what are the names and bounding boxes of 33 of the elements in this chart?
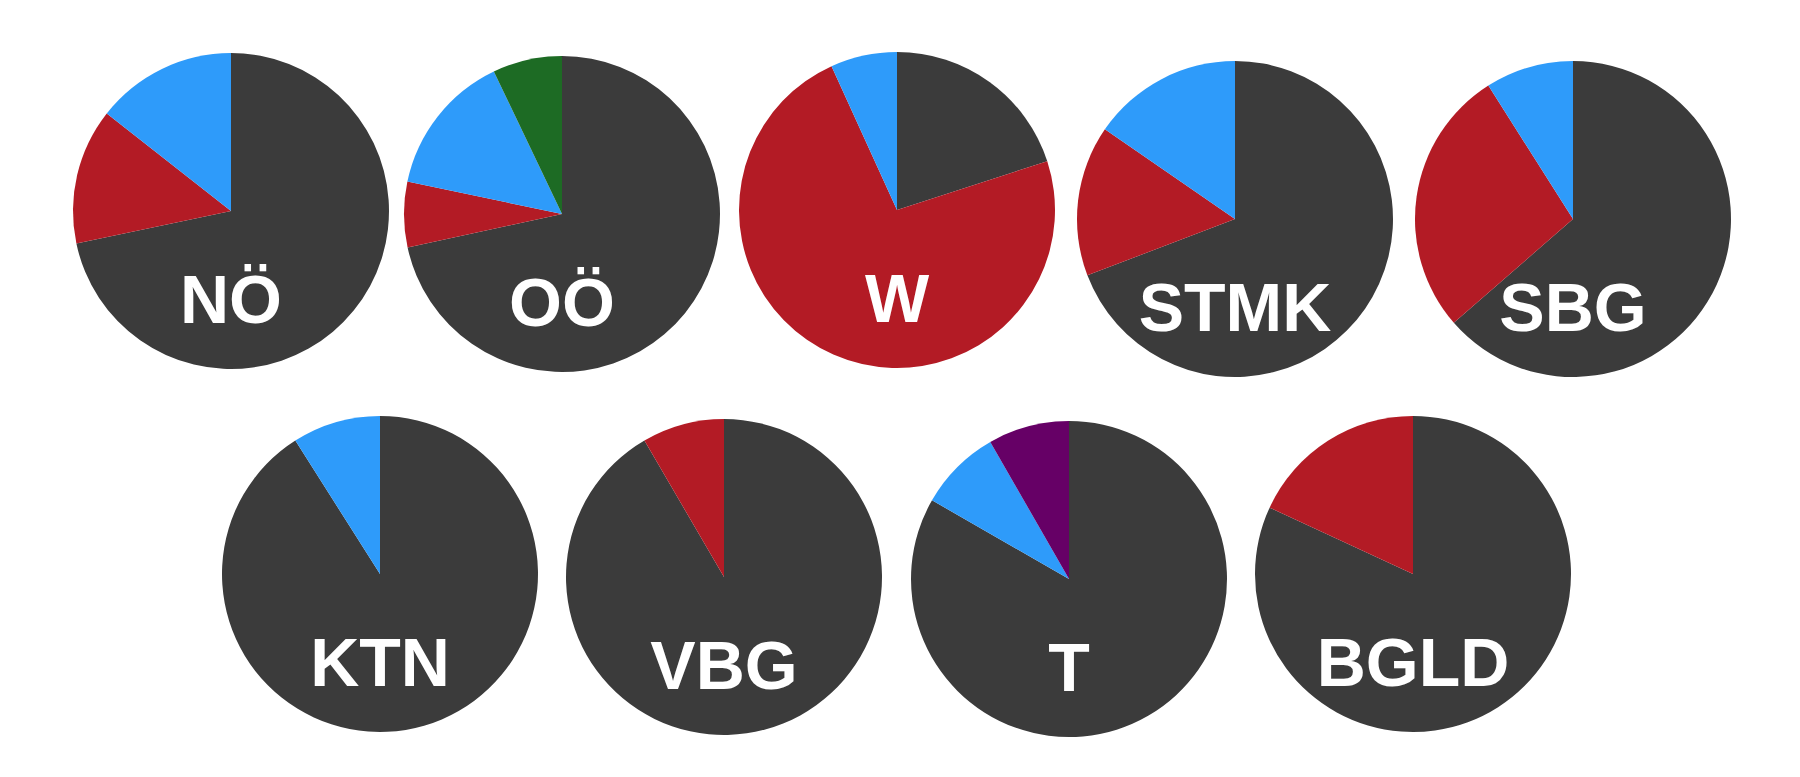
- text: STMK: [1138, 269, 1332, 345]
- pie-slice: [990, 421, 1069, 579]
- pie-slice: [566, 419, 882, 735]
- pie-slice: [407, 56, 720, 372]
- text: NÖ: [180, 261, 282, 337]
- text: SBG: [1499, 269, 1647, 345]
- pie-slice: [644, 419, 724, 577]
- text: W: [864, 260, 930, 336]
- pie-slice: [1488, 61, 1573, 219]
- pie-slice: [1104, 61, 1235, 219]
- pie-slice: [1269, 416, 1413, 574]
- pie-slice: [404, 181, 562, 248]
- pie-slice: [407, 71, 562, 214]
- pie-slice: [222, 416, 538, 732]
- pie-slice: [73, 113, 231, 244]
- pie-slice: [911, 421, 1227, 737]
- text: VBG: [650, 627, 798, 703]
- pie-slice: [1077, 129, 1235, 276]
- text: OÖ: [509, 264, 615, 340]
- pie-slice: [106, 53, 231, 211]
- pie-slice: [831, 52, 897, 210]
- pie-slice: [295, 416, 380, 574]
- pie-slice: [76, 53, 389, 369]
- text: BGLD: [1316, 624, 1510, 700]
- pie-slice: [1087, 61, 1393, 377]
- text: T: [1048, 629, 1090, 705]
- pie-slice: [739, 66, 1055, 368]
- pie-slice: [1453, 61, 1731, 377]
- pie-slice: [897, 52, 1048, 210]
- pie-slice: [1255, 416, 1571, 732]
- pie-slice: [932, 442, 1069, 579]
- pie-slice: [493, 56, 562, 214]
- text: KTN: [310, 624, 450, 700]
